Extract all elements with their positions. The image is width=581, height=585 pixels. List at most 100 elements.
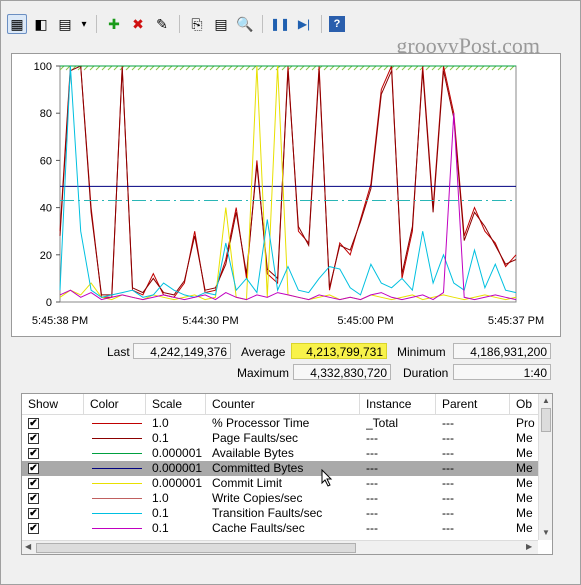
column-header-scale[interactable]: Scale [146,394,206,414]
help-icon[interactable]: ? [329,16,345,32]
y-tick-label: 0 [46,297,52,309]
object-cell: Me [516,491,533,505]
highlight-icon[interactable]: ✎ [156,15,168,32]
plot-top-hatch [305,65,311,71]
column-header-show[interactable]: Show [22,394,84,414]
plot-top-hatch [437,65,443,71]
plot-top-hatch [509,65,515,71]
add-counter-icon[interactable]: ✚ [108,15,120,32]
counter-row[interactable]: ✔ 0.000001 Commit Limit --- --- Me [22,476,538,491]
object-cell: Me [516,446,533,460]
graph-panel[interactable]: 100 80 60 40 20 0 5:45:38 PM 5:44:30 PM 5:45:00 … [11,53,561,337]
column-header-parent[interactable]: Parent [436,394,510,414]
show-checkbox[interactable]: ✔ [28,478,39,489]
plot-top-hatch [329,65,335,71]
plot-top-hatch [161,65,167,71]
view-graph-icon[interactable]: ▦ [7,14,27,34]
toolbar-separator [321,15,322,33]
scale-cell: 1.0 [152,491,169,505]
vertical-scroll-thumb[interactable] [541,408,551,432]
change-graph-type-icon[interactable]: ▤ [58,15,72,32]
plot-top-hatch [257,65,263,71]
parent-cell: --- [442,446,454,460]
freeze-display-icon[interactable]: ◧ [34,15,48,32]
plot-top-hatch [167,65,173,71]
counter-row[interactable]: ✔ 0.1 Transition Faults/sec --- --- Me [22,506,538,521]
show-checkbox[interactable]: ✔ [28,508,39,519]
instance-cell: --- [366,506,378,520]
x-tick-label: 5:45:37 PM [488,315,544,327]
series-line [59,65,517,298]
zoom-icon[interactable]: 🔍 [236,15,254,32]
parent-cell: --- [442,506,454,520]
column-header-object[interactable]: Ob [516,397,533,411]
instance-cell: --- [366,431,378,445]
vertical-scrollbar[interactable]: ▲ ▼ [538,394,552,540]
instance-cell: --- [366,491,378,505]
plot-top-hatch [107,65,113,71]
y-tick-label: 100 [34,61,52,73]
copy-properties-icon[interactable]: ⎘ [191,15,203,32]
instance-cell: --- [366,446,378,460]
counter-list[interactable]: Show Color Scale Counter Instance Parent… [21,393,553,555]
column-header-instance[interactable]: Instance [360,394,436,414]
plot-top-hatch [83,65,89,71]
plot-top-hatch [407,65,413,71]
counter-row[interactable]: ✔ 0.1 Page Faults/sec --- --- Me [22,431,538,446]
scroll-right-arrow-icon[interactable]: ▶ [526,542,533,551]
scale-cell: 0.000001 [152,446,203,460]
plot-top-hatch [335,65,341,71]
plot-top-hatch [341,65,347,71]
show-checkbox[interactable]: ✔ [28,433,39,444]
series-line [59,65,517,296]
horizontal-scrollbar[interactable]: ◀ ▶ [22,540,538,554]
x-tick-label: 5:45:38 PM [32,315,88,327]
parent-cell: --- [442,431,454,445]
plot-top-hatch [281,65,287,71]
last-label: Last [107,345,130,359]
pause-icon[interactable]: ❚❚ [269,17,291,31]
y-tick-label: 20 [40,250,52,262]
counter-row[interactable]: ✔ 0.000001 Committed Bytes --- --- Me [22,461,538,476]
counter-row[interactable]: ✔ 1.0 % Processor Time _Total --- Pro [22,416,538,431]
counter-name-cell: % Processor Time [212,416,310,430]
counter-row[interactable]: ✔ 0.1 Cache Faults/sec --- --- Me [22,521,538,536]
paste-counter-list-icon[interactable]: ▤ [214,15,228,32]
counter-row[interactable]: ✔ 0.000001 Available Bytes --- --- Me [22,446,538,461]
show-checkbox[interactable]: ✔ [28,463,39,474]
show-checkbox[interactable]: ✔ [28,493,39,504]
plot-top-hatch [311,65,317,71]
update-data-icon[interactable]: ▶| [297,17,311,31]
show-checkbox[interactable]: ✔ [28,418,39,429]
show-checkbox[interactable]: ✔ [28,523,39,534]
scroll-up-arrow-icon[interactable]: ▲ [542,396,550,405]
plot-top-hatch [455,65,461,71]
plot-top-hatch [293,65,299,71]
object-cell: Me [516,521,533,535]
delete-counter-icon[interactable]: ✖ [132,15,144,32]
parent-cell: --- [442,476,454,490]
plot-top-hatch [269,65,275,71]
maximum-value: 4,332,830,720 [293,364,391,380]
column-header-color[interactable]: Color [84,394,146,414]
horizontal-scroll-thumb[interactable] [36,543,356,553]
plot-top-hatch [59,65,65,71]
show-checkbox[interactable]: ✔ [28,448,39,459]
plot-top-hatch [497,65,503,71]
toolbar: ▦ ◧ ▤ ▾ ✚ ✖ ✎ ⎘ ▤ 🔍 ❚❚ ▶|? [7,11,567,37]
column-header-counter[interactable]: Counter [206,394,360,414]
counter-row[interactable]: ✔ 1.0 Write Copies/sec --- --- Me [22,491,538,506]
plot-top-hatch [113,65,119,71]
object-cell: Me [516,476,533,490]
color-swatch [92,468,142,469]
color-swatch [92,513,142,514]
plot-top-hatch [425,65,431,71]
line-chart: 100 80 60 40 20 0 5:45:38 PM 5:44:30 PM 5:45:00 … [32,61,544,327]
plot-top-hatch [227,65,233,71]
scroll-down-arrow-icon[interactable]: ▼ [542,528,550,537]
plot-top-hatch [323,65,329,71]
scroll-left-arrow-icon[interactable]: ◀ [25,542,32,551]
plot-top-hatch [233,65,239,71]
dropdown-arrow-icon[interactable]: ▾ [81,18,87,30]
plot-top-hatch [353,65,359,71]
